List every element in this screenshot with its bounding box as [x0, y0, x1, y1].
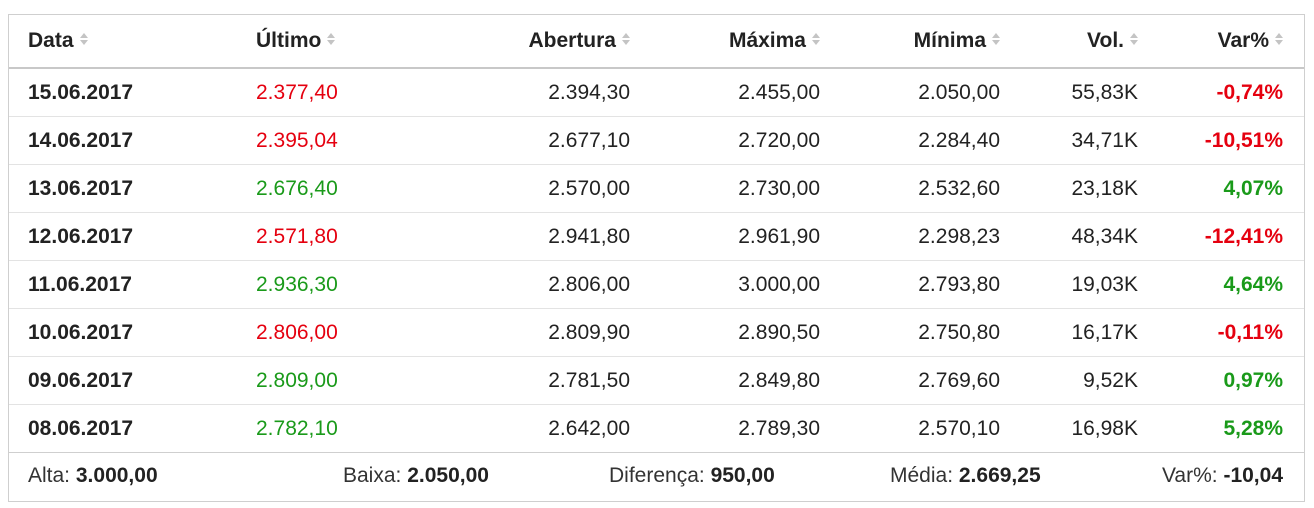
cell-last: 2.782,10	[256, 416, 338, 440]
sort-arrows-icon[interactable]	[79, 33, 88, 46]
historical-data-table: Data Último Abertura Máxima Mínima Vol. …	[9, 15, 1304, 452]
sort-arrows-icon[interactable]	[622, 33, 630, 46]
table-row: 09.06.2017 2.809,00 2.781,50 2.849,80 2.…	[9, 356, 1304, 405]
summary-footer: Alta: 3.000,00 Baixa: 2.050,00 Diferença…	[9, 452, 1304, 499]
column-header-last[interactable]: Último	[256, 15, 422, 69]
sort-arrows-icon[interactable]	[1130, 33, 1138, 46]
cell-date: 12.06.2017	[9, 212, 256, 261]
cell-volume: 16,98K	[1071, 416, 1138, 440]
cell-open: 2.642,00	[548, 416, 630, 440]
cell-change: 4,07%	[1138, 164, 1304, 213]
cell-low: 2.570,10	[918, 416, 1000, 440]
column-header-high[interactable]: Máxima	[630, 15, 820, 69]
cell-change: -10,51%	[1138, 116, 1304, 165]
cell-low: 2.284,40	[820, 116, 1000, 165]
cell-date: 11.06.2017	[9, 260, 256, 309]
cell-high: 2.890,50	[630, 308, 820, 357]
sort-arrows-icon[interactable]	[992, 33, 1000, 46]
cell-high: 2.720,00	[630, 116, 820, 165]
cell-date: 10.06.2017	[9, 308, 256, 357]
cell-change: 5,28%	[1223, 416, 1283, 440]
cell-volume: 16,17K	[1000, 308, 1138, 357]
cell-change: 4,64%	[1138, 260, 1304, 309]
cell-open: 2.941,80	[422, 212, 630, 261]
historical-data-table-container: Data Último Abertura Máxima Mínima Vol. …	[8, 14, 1305, 502]
table-row: 12.06.2017 2.571,80 2.941,80 2.961,90 2.…	[9, 212, 1304, 261]
cell-high: 2.730,00	[630, 164, 820, 213]
column-header-open[interactable]: Abertura	[422, 15, 630, 69]
cell-open: 2.806,00	[422, 260, 630, 309]
cell-date: 15.06.2017	[9, 68, 256, 117]
table-header-row: Data Último Abertura Máxima Mínima Vol. …	[9, 15, 1304, 69]
cell-volume: 48,34K	[1000, 212, 1138, 261]
cell-open: 2.394,30	[422, 68, 630, 117]
table-row: 11.06.2017 2.936,30 2.806,00 3.000,00 2.…	[9, 260, 1304, 309]
sort-arrows-icon[interactable]	[812, 33, 820, 46]
summary-change: Var%: -10,04	[1161, 464, 1283, 487]
cell-last: 2.806,00	[256, 308, 422, 357]
cell-change: 0,97%	[1138, 356, 1304, 405]
sort-arrows-icon[interactable]	[1275, 33, 1283, 46]
cell-volume: 19,03K	[1000, 260, 1138, 309]
cell-low: 2.532,60	[820, 164, 1000, 213]
cell-low: 2.298,23	[820, 212, 1000, 261]
summary-average: Média: 2.669,25	[890, 464, 1041, 487]
cell-low: 2.050,00	[820, 68, 1000, 117]
cell-last: 2.936,30	[256, 260, 422, 309]
table-row: 14.06.2017 2.395,04 2.677,10 2.720,00 2.…	[9, 116, 1304, 165]
summary-high: Alta: 3.000,00	[28, 464, 158, 487]
cell-high: 2.961,90	[630, 212, 820, 261]
cell-open: 2.809,90	[422, 308, 630, 357]
cell-change: -0,74%	[1138, 68, 1304, 117]
cell-volume: 34,71K	[1000, 116, 1138, 165]
cell-open: 2.570,00	[422, 164, 630, 213]
cell-high: 2.849,80	[630, 356, 820, 405]
cell-last: 2.809,00	[256, 356, 422, 405]
cell-high: 2.789,30	[738, 416, 820, 440]
sort-arrows-icon[interactable]	[327, 33, 336, 46]
summary-difference: Diferença: 950,00	[609, 464, 775, 487]
cell-low: 2.769,60	[820, 356, 1000, 405]
table-row: 15.06.2017 2.377,40 2.394,30 2.455,00 2.…	[9, 68, 1304, 117]
cell-high: 2.455,00	[630, 68, 820, 117]
column-header-date[interactable]: Data	[9, 15, 256, 69]
cell-change: -0,11%	[1138, 308, 1304, 357]
summary-low: Baixa: 2.050,00	[343, 464, 489, 487]
table-row: 08.06.2017 2.782,10 2.642,00 2.789,30 2.…	[9, 405, 1304, 453]
cell-volume: 55,83K	[1000, 68, 1138, 117]
column-header-low[interactable]: Mínima	[820, 15, 1000, 69]
cell-last: 2.676,40	[256, 164, 422, 213]
cell-last: 2.395,04	[256, 116, 422, 165]
table-row: 10.06.2017 2.806,00 2.809,90 2.890,50 2.…	[9, 308, 1304, 357]
cell-low: 2.793,80	[820, 260, 1000, 309]
cell-low: 2.750,80	[820, 308, 1000, 357]
cell-date: 09.06.2017	[9, 356, 256, 405]
cell-volume: 23,18K	[1000, 164, 1138, 213]
column-header-volume[interactable]: Vol.	[1000, 15, 1138, 69]
cell-change: -12,41%	[1138, 212, 1304, 261]
cell-open: 2.677,10	[422, 116, 630, 165]
cell-last: 2.377,40	[256, 68, 422, 117]
cell-high: 3.000,00	[630, 260, 820, 309]
cell-last: 2.571,80	[256, 212, 422, 261]
cell-date: 14.06.2017	[9, 116, 256, 165]
cell-volume: 9,52K	[1000, 356, 1138, 405]
table-row: 13.06.2017 2.676,40 2.570,00 2.730,00 2.…	[9, 164, 1304, 213]
column-header-change[interactable]: Var%	[1138, 15, 1304, 69]
cell-date: 13.06.2017	[9, 164, 256, 213]
cell-open: 2.781,50	[422, 356, 630, 405]
cell-date: 08.06.2017	[28, 416, 134, 440]
